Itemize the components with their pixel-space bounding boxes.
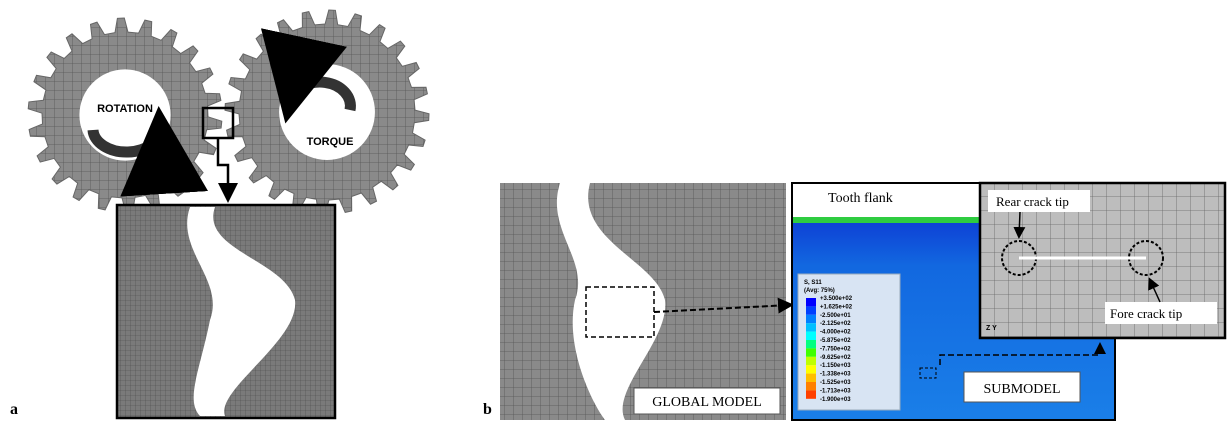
legend: S, S11 (Avg: 75%) +3.500e+02 +1.625e+02 -2… <box>798 274 900 410</box>
legend-level: -1.900e+03 <box>820 397 851 403</box>
submodel-label: SUBMODEL <box>983 382 1060 397</box>
figure: ROTATION TORQUE a b GLOBAL MODEL Tooth fl… <box>0 0 1229 423</box>
legend-level: -7.750e+02 <box>820 346 851 352</box>
zoom-arrow <box>218 138 228 198</box>
legend-level: -1.338e+03 <box>820 372 851 378</box>
legend-swatch <box>806 348 816 356</box>
tooth-flank-label: Tooth flank <box>828 191 893 206</box>
legend-level: +1.625e+02 <box>820 304 853 310</box>
rotation-label: ROTATION <box>97 103 153 115</box>
fore-crack-label: Fore crack tip <box>1110 306 1182 321</box>
legend-swatch <box>806 306 816 314</box>
torque-label: TORQUE <box>307 136 354 148</box>
legend-level: -4.000e+02 <box>820 330 851 336</box>
legend-swatch <box>806 323 816 331</box>
legend-swatch <box>806 390 816 398</box>
axes-label: Z Y <box>986 325 997 332</box>
legend-swatch <box>806 357 816 365</box>
legend-level: -9.625e+02 <box>820 355 851 361</box>
legend-swatch <box>806 315 816 323</box>
rear-crack-label: Rear crack tip <box>996 194 1069 209</box>
legend-swatch <box>806 365 816 373</box>
legend-level: -5.875e+02 <box>820 338 851 344</box>
legend-subtitle: (Avg: 75%) <box>804 288 835 294</box>
legend-swatch <box>806 340 816 348</box>
panel-label: b <box>483 401 492 418</box>
legend-title: S, S11 <box>804 280 822 286</box>
legend-level: -1.150e+03 <box>820 363 851 369</box>
global-model-label: GLOBAL MODEL <box>652 395 762 410</box>
legend-swatch <box>806 382 816 390</box>
legend-level: -2.500e+01 <box>820 313 851 319</box>
legend-swatch <box>806 298 816 306</box>
callout <box>1019 212 1020 236</box>
legend-level: +3.500e+02 <box>820 296 853 302</box>
legend-level: -1.525e+03 <box>820 380 851 386</box>
legend-level: -2.125e+02 <box>820 321 851 327</box>
legend-swatch <box>806 374 816 382</box>
legend-swatch <box>806 332 816 340</box>
panel-label: a <box>10 401 18 418</box>
legend-level: -1.713e+03 <box>820 388 851 394</box>
